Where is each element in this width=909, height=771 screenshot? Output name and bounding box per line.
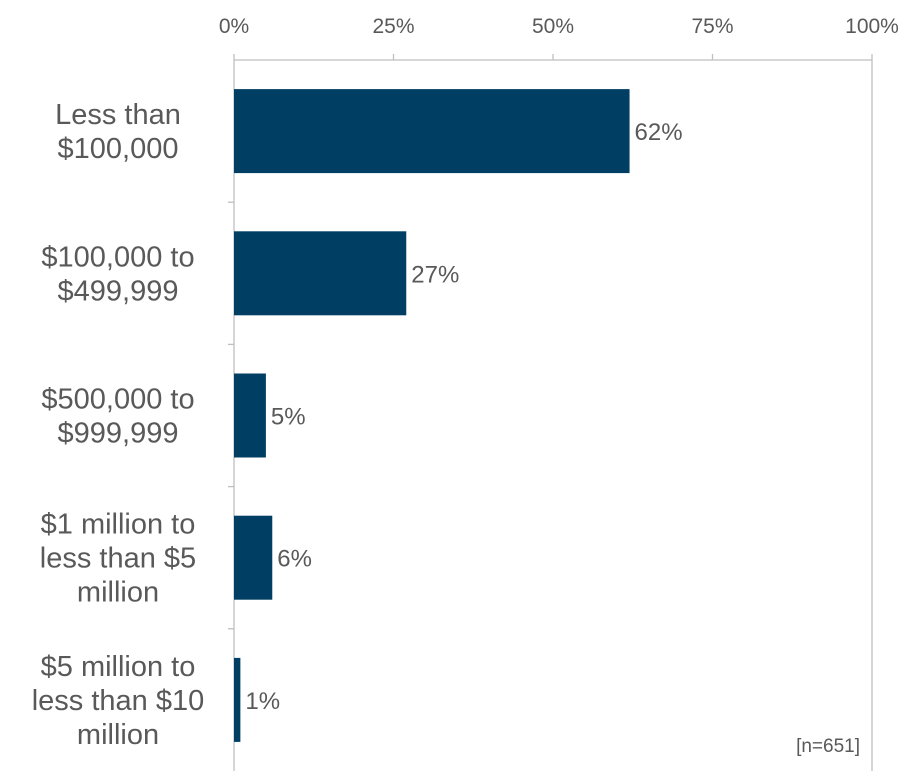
category-label-line: million (77, 577, 159, 609)
data-label: 1% (245, 688, 280, 715)
category-label: $100,000 to $499,999 (41, 241, 194, 307)
bars-group (234, 89, 630, 742)
sample-size-note: [n=651] (796, 736, 860, 757)
category-label-line: less than $5 (40, 543, 196, 575)
x-tick-label: 25% (372, 15, 414, 38)
bar (234, 515, 273, 600)
x-axis-tick-labels: 0% 25% 50% 75% 100% (219, 15, 899, 38)
category-label-line: $1 million to (41, 509, 196, 541)
category-labels: Less than $100,000 $100,000 to $499,999 $500… (32, 99, 205, 751)
x-tick-label: 75% (691, 15, 733, 38)
category-label-line: $999,999 (58, 418, 179, 450)
category-label-line: less than $10 (32, 685, 205, 717)
x-tick-label: 0% (219, 15, 249, 38)
category-label-line: $5 million to (41, 651, 196, 683)
category-label: $1 million to less than $5 million (40, 509, 196, 609)
category-label: $500,000 to $999,999 (41, 384, 194, 450)
bar (234, 231, 407, 316)
category-label: Less than $100,000 (55, 99, 181, 165)
data-label: 62% (635, 119, 683, 146)
category-label-line: Less than (55, 99, 181, 131)
data-label: 5% (271, 404, 306, 431)
x-tick-label: 50% (532, 15, 574, 38)
bar (234, 373, 266, 458)
category-label-line: $100,000 to (41, 241, 194, 273)
category-label: $5 million to less than $10 million (32, 651, 205, 751)
data-label: 27% (411, 261, 459, 288)
bar (234, 89, 630, 174)
data-labels: 62% 27% 5% 6% 1% (245, 119, 682, 715)
category-label-line: $499,999 (58, 275, 179, 307)
bar (234, 657, 241, 742)
category-label-line: $500,000 to (41, 384, 194, 416)
category-label-line: $100,000 (58, 133, 179, 165)
category-label-line: million (77, 719, 159, 751)
x-tick-label: 100% (845, 15, 899, 38)
data-label: 6% (277, 546, 312, 573)
